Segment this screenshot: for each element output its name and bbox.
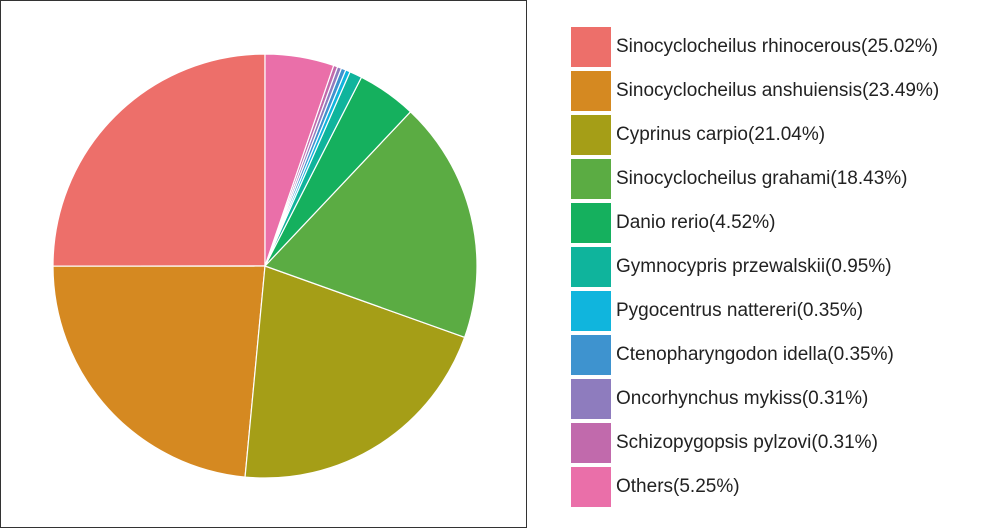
legend-swatch xyxy=(571,202,611,243)
legend-label: Others(5.25%) xyxy=(616,475,740,497)
legend-item: Cyprinus carpio(21.04%) xyxy=(571,113,999,156)
legend-swatch xyxy=(571,26,611,67)
legend-swatch xyxy=(571,422,611,463)
pie-slice-3 xyxy=(263,110,478,339)
legend-label: Danio rerio(4.52%) xyxy=(616,211,776,233)
legend-label: Cyprinus carpio(21.04%) xyxy=(616,123,826,145)
legend-item: Danio rerio(4.52%) xyxy=(571,201,999,244)
legend-item: Sinocyclocheilus anshuiensis(23.49%) xyxy=(571,69,999,112)
pie-chart xyxy=(52,53,478,479)
legend-item: Schizopygopsis pylzovi(0.31%) xyxy=(571,421,999,464)
plot-panel xyxy=(0,0,527,528)
legend-label: Sinocyclocheilus rhinocerous(25.02%) xyxy=(616,35,939,57)
legend-item: Oncorhynchus mykiss(0.31%) xyxy=(571,377,999,420)
legend-swatch xyxy=(571,290,611,331)
pie-slice-2 xyxy=(244,265,466,479)
legend-label: Schizopygopsis pylzovi(0.31%) xyxy=(616,431,878,453)
legend-label: Sinocyclocheilus grahami(18.43%) xyxy=(616,167,908,189)
pie-slice-10 xyxy=(264,53,335,267)
legend-item: Others(5.25%) xyxy=(571,465,999,508)
legend: Sinocyclocheilus rhinocerous(25.02%) Sino… xyxy=(571,25,999,509)
legend-item: Ctenopharyngodon idella(0.35%) xyxy=(571,333,999,376)
legend-swatch xyxy=(571,114,611,155)
legend-label: Ctenopharyngodon idella(0.35%) xyxy=(616,343,894,365)
legend-item: Sinocyclocheilus grahami(18.43%) xyxy=(571,157,999,200)
legend-swatch xyxy=(571,334,611,375)
pie-slice-1 xyxy=(52,265,266,478)
pie-slice-0 xyxy=(52,53,266,267)
legend-swatch xyxy=(571,70,611,111)
legend-swatch xyxy=(571,378,611,419)
legend-item: Pygocentrus nattereri(0.35%) xyxy=(571,289,999,332)
legend-label: Sinocyclocheilus anshuiensis(23.49%) xyxy=(616,79,940,101)
legend-swatch xyxy=(571,158,611,199)
legend-swatch xyxy=(571,466,611,507)
legend-label: Gymnocypris przewalskii(0.95%) xyxy=(616,255,892,277)
legend-label: Pygocentrus nattereri(0.35%) xyxy=(616,299,864,321)
legend-label: Oncorhynchus mykiss(0.31%) xyxy=(616,387,869,409)
legend-item: Sinocyclocheilus rhinocerous(25.02%) xyxy=(571,25,999,68)
legend-swatch xyxy=(571,246,611,287)
legend-item: Gymnocypris przewalskii(0.95%) xyxy=(571,245,999,288)
